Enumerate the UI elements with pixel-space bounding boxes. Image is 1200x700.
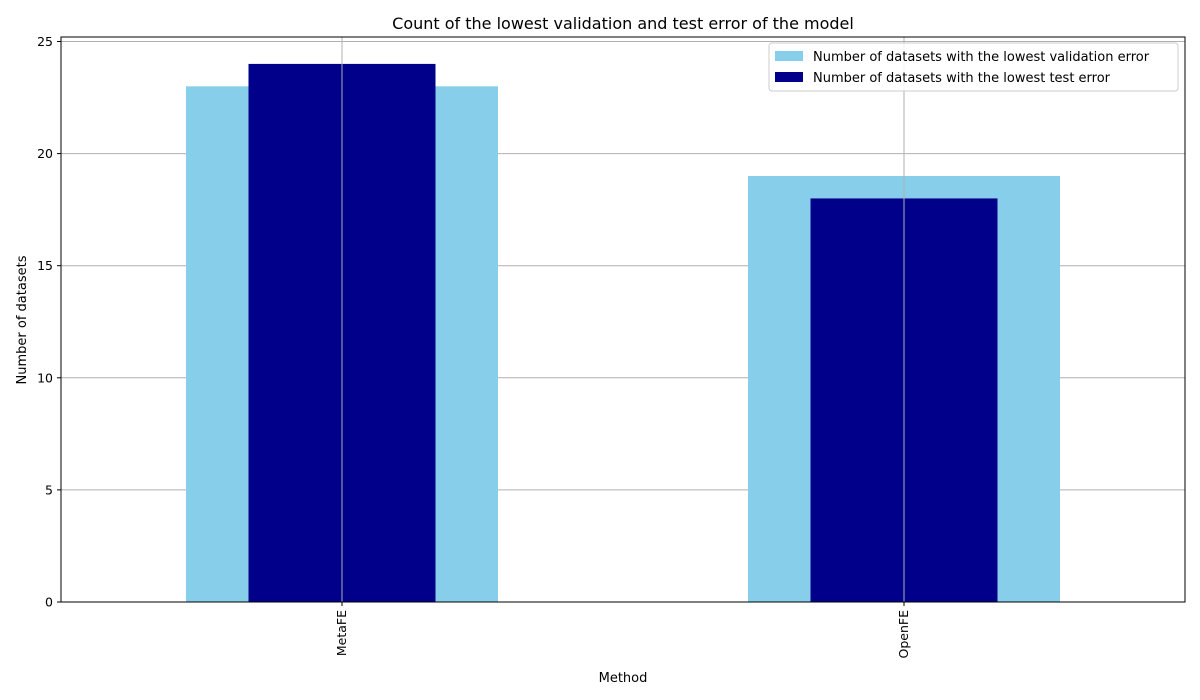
legend: Number of datasets with the lowest valid…: [768, 42, 1179, 92]
chart-title: Count of the lowest validation and test …: [392, 14, 854, 33]
y-tick-label: 15: [37, 258, 53, 273]
y-tick-label: 25: [37, 34, 53, 49]
legend-swatch: [775, 51, 803, 61]
x-tick-label: MetaFE: [334, 610, 349, 656]
legend-swatch: [775, 72, 803, 82]
legend-label: Number of datasets with the lowest valid…: [813, 50, 1150, 65]
y-tick-label: 5: [45, 482, 53, 497]
legend-label: Number of datasets with the lowest test …: [813, 71, 1111, 86]
x-tick-label: OpenFE: [896, 610, 911, 659]
y-tick-label: 10: [37, 370, 53, 385]
x-axis-label: Method: [599, 671, 648, 686]
legend-box: [768, 42, 1179, 92]
y-axis-label: Number of datasets: [15, 255, 30, 384]
y-tick-label: 0: [45, 595, 53, 610]
plot-frame: [60, 36, 1186, 603]
y-tick-label: 20: [37, 146, 53, 161]
